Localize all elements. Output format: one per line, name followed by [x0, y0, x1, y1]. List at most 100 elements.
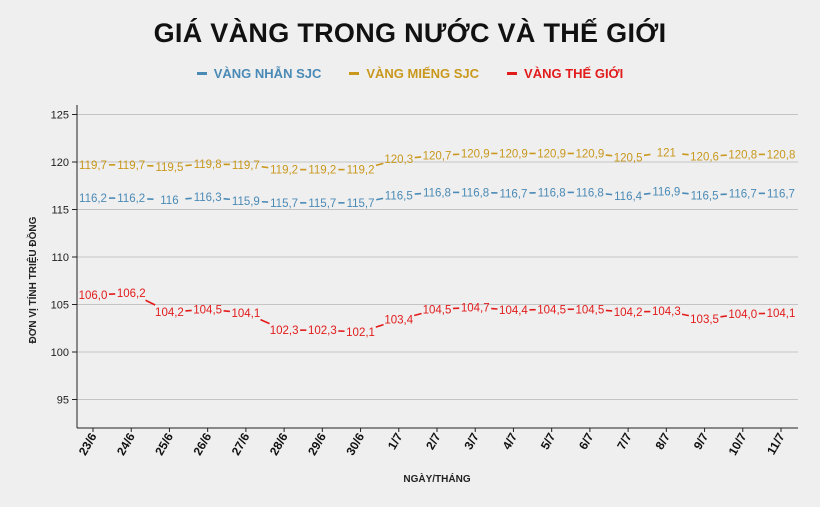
x-tick-label: 26/6 [190, 430, 214, 458]
data-label: 116,8 [576, 187, 604, 199]
grid-lines [77, 114, 798, 400]
data-label: 120,9 [499, 148, 528, 160]
data-label: 120,8 [767, 149, 796, 161]
data-label: 104,5 [423, 304, 452, 316]
data-label: 119,7 [79, 160, 107, 172]
data-label: 116,7 [499, 188, 527, 200]
x-tick-label: 6/7 [576, 430, 597, 452]
series-line-segment [260, 318, 270, 325]
y-tick-label: 115 [51, 205, 69, 217]
legend-label-mieng: VÀNG MIẾNG SJC [366, 66, 480, 81]
x-tick-label: 25/6 [152, 430, 176, 458]
data-label: 102,3 [270, 325, 299, 337]
data-label: 115,7 [308, 198, 336, 210]
y-tick-label: 95 [57, 395, 69, 407]
data-label: 116,8 [538, 187, 566, 199]
data-label: 116,7 [767, 188, 795, 200]
data-label: 119,2 [270, 165, 298, 177]
x-tick-label: 5/7 [538, 430, 559, 452]
y-tick-label: 105 [51, 300, 69, 312]
data-label: 115,7 [347, 198, 375, 210]
data-label: 120,7 [423, 150, 452, 162]
x-tick-label: 30/6 [343, 430, 367, 458]
series-line-segment [223, 197, 231, 201]
series-line-segment [414, 156, 422, 159]
x-axis: 23/6 24/6 25/6 26/6 27/6 28/6 29/6 30/6 1/7 2/7 3/… [76, 427, 798, 458]
x-tick-label: 28/6 [267, 430, 291, 458]
data-label: 104,5 [575, 304, 604, 316]
data-label: 120,3 [384, 154, 413, 166]
data-label: 104,0 [728, 309, 757, 321]
data-label: 103,4 [384, 315, 413, 327]
y-axis: 95 100 105 110 115 120 125 [51, 105, 78, 428]
x-tick-label: 9/7 [691, 430, 712, 452]
series-group: 116,2 116,2 116 116,3 115,9 115,7 115,7 115,7 11… [79, 148, 796, 340]
x-tick-label: 2/7 [423, 430, 444, 452]
data-label: 104,1 [231, 308, 260, 320]
data-label: 120,9 [575, 148, 604, 160]
x-tick-label: 7/7 [614, 430, 635, 452]
series-line-segment [261, 166, 269, 169]
series-2: 106,0 106,2 104,2 104,5 104,1 102,3 102,3 102,1… [79, 288, 796, 339]
legend-item-mieng: VÀNG MIẾNG SJC [349, 66, 479, 81]
series-0: 116,2 116,2 116 116,3 115,9 115,7 115,7 115,7 11… [79, 186, 795, 209]
data-label: 104,4 [499, 305, 528, 317]
data-label: 120,5 [614, 152, 643, 164]
legend-item-thegioi: VÀNG THẾ GIỚI [507, 66, 623, 81]
data-label: 119,2 [347, 165, 375, 177]
legend-label-thegioi: VÀNG THẾ GIỚI [524, 66, 624, 81]
data-label: 120,9 [461, 148, 490, 160]
data-label: 116,8 [461, 187, 489, 199]
data-label: 116,5 [691, 190, 719, 202]
data-label: 106,0 [79, 290, 108, 302]
data-label: 103,5 [690, 314, 719, 326]
series-line-segment [643, 192, 651, 196]
data-label: 115,9 [232, 196, 260, 208]
x-tick-label: 3/7 [461, 430, 482, 452]
data-label: 116,9 [652, 186, 680, 198]
data-label: 104,7 [461, 302, 490, 314]
series-line-segment [376, 197, 384, 201]
series-1: 119,7 119,7 119,5 119,8 119,7 119,2 119,2 119,2… [79, 148, 795, 177]
data-label: 104,1 [767, 308, 796, 320]
x-tick-label: 27/6 [229, 430, 253, 458]
data-label: 116,5 [385, 190, 413, 202]
y-axis-title: ĐƠN VỊ TÍNH TRIỆU ĐỒNG [26, 216, 39, 343]
data-label: 106,2 [117, 288, 146, 300]
x-tick-label: 29/6 [305, 430, 329, 458]
x-axis-title: NGÀY/THÁNG [403, 472, 470, 485]
data-label: 120,8 [728, 149, 757, 161]
data-label: 102,1 [346, 327, 375, 339]
data-label: 116,7 [729, 188, 757, 200]
x-tick-label: 11/7 [764, 430, 788, 457]
data-label: 116 [160, 195, 178, 207]
data-label: 119,7 [232, 160, 260, 172]
series-line-segment [643, 153, 651, 157]
legend-label-nhan: VÀNG NHẪN SJC [213, 66, 322, 81]
data-label: 116,2 [117, 193, 145, 205]
data-label: 104,3 [652, 306, 681, 318]
data-label: 119,5 [155, 162, 183, 174]
data-label: 104,2 [155, 307, 184, 319]
x-tick-label: 8/7 [652, 430, 673, 452]
x-tick-label: 10/7 [726, 430, 750, 458]
series-line-segment [605, 154, 613, 157]
series-line-segment [145, 299, 156, 306]
data-label: 121 [657, 148, 676, 160]
legend: VÀNG NHẪN SJC VÀNG MIẾNG SJC VÀNG THẾ GI… [0, 66, 820, 81]
data-label: 104,5 [193, 304, 222, 316]
data-label: 120,9 [537, 148, 566, 160]
data-label: 119,8 [194, 159, 222, 171]
y-tick-label: 110 [51, 252, 69, 264]
series-line-segment [682, 192, 689, 195]
series-line-segment [720, 315, 727, 318]
series-line-segment [682, 153, 689, 156]
series-line-segment [681, 313, 690, 317]
x-tick-label: 24/6 [114, 430, 138, 458]
data-label: 115,7 [270, 198, 298, 210]
series-line-segment [223, 310, 231, 313]
data-label: 119,2 [308, 165, 336, 177]
x-tick-label: 1/7 [385, 430, 406, 452]
legend-swatch-nhan [196, 72, 207, 75]
